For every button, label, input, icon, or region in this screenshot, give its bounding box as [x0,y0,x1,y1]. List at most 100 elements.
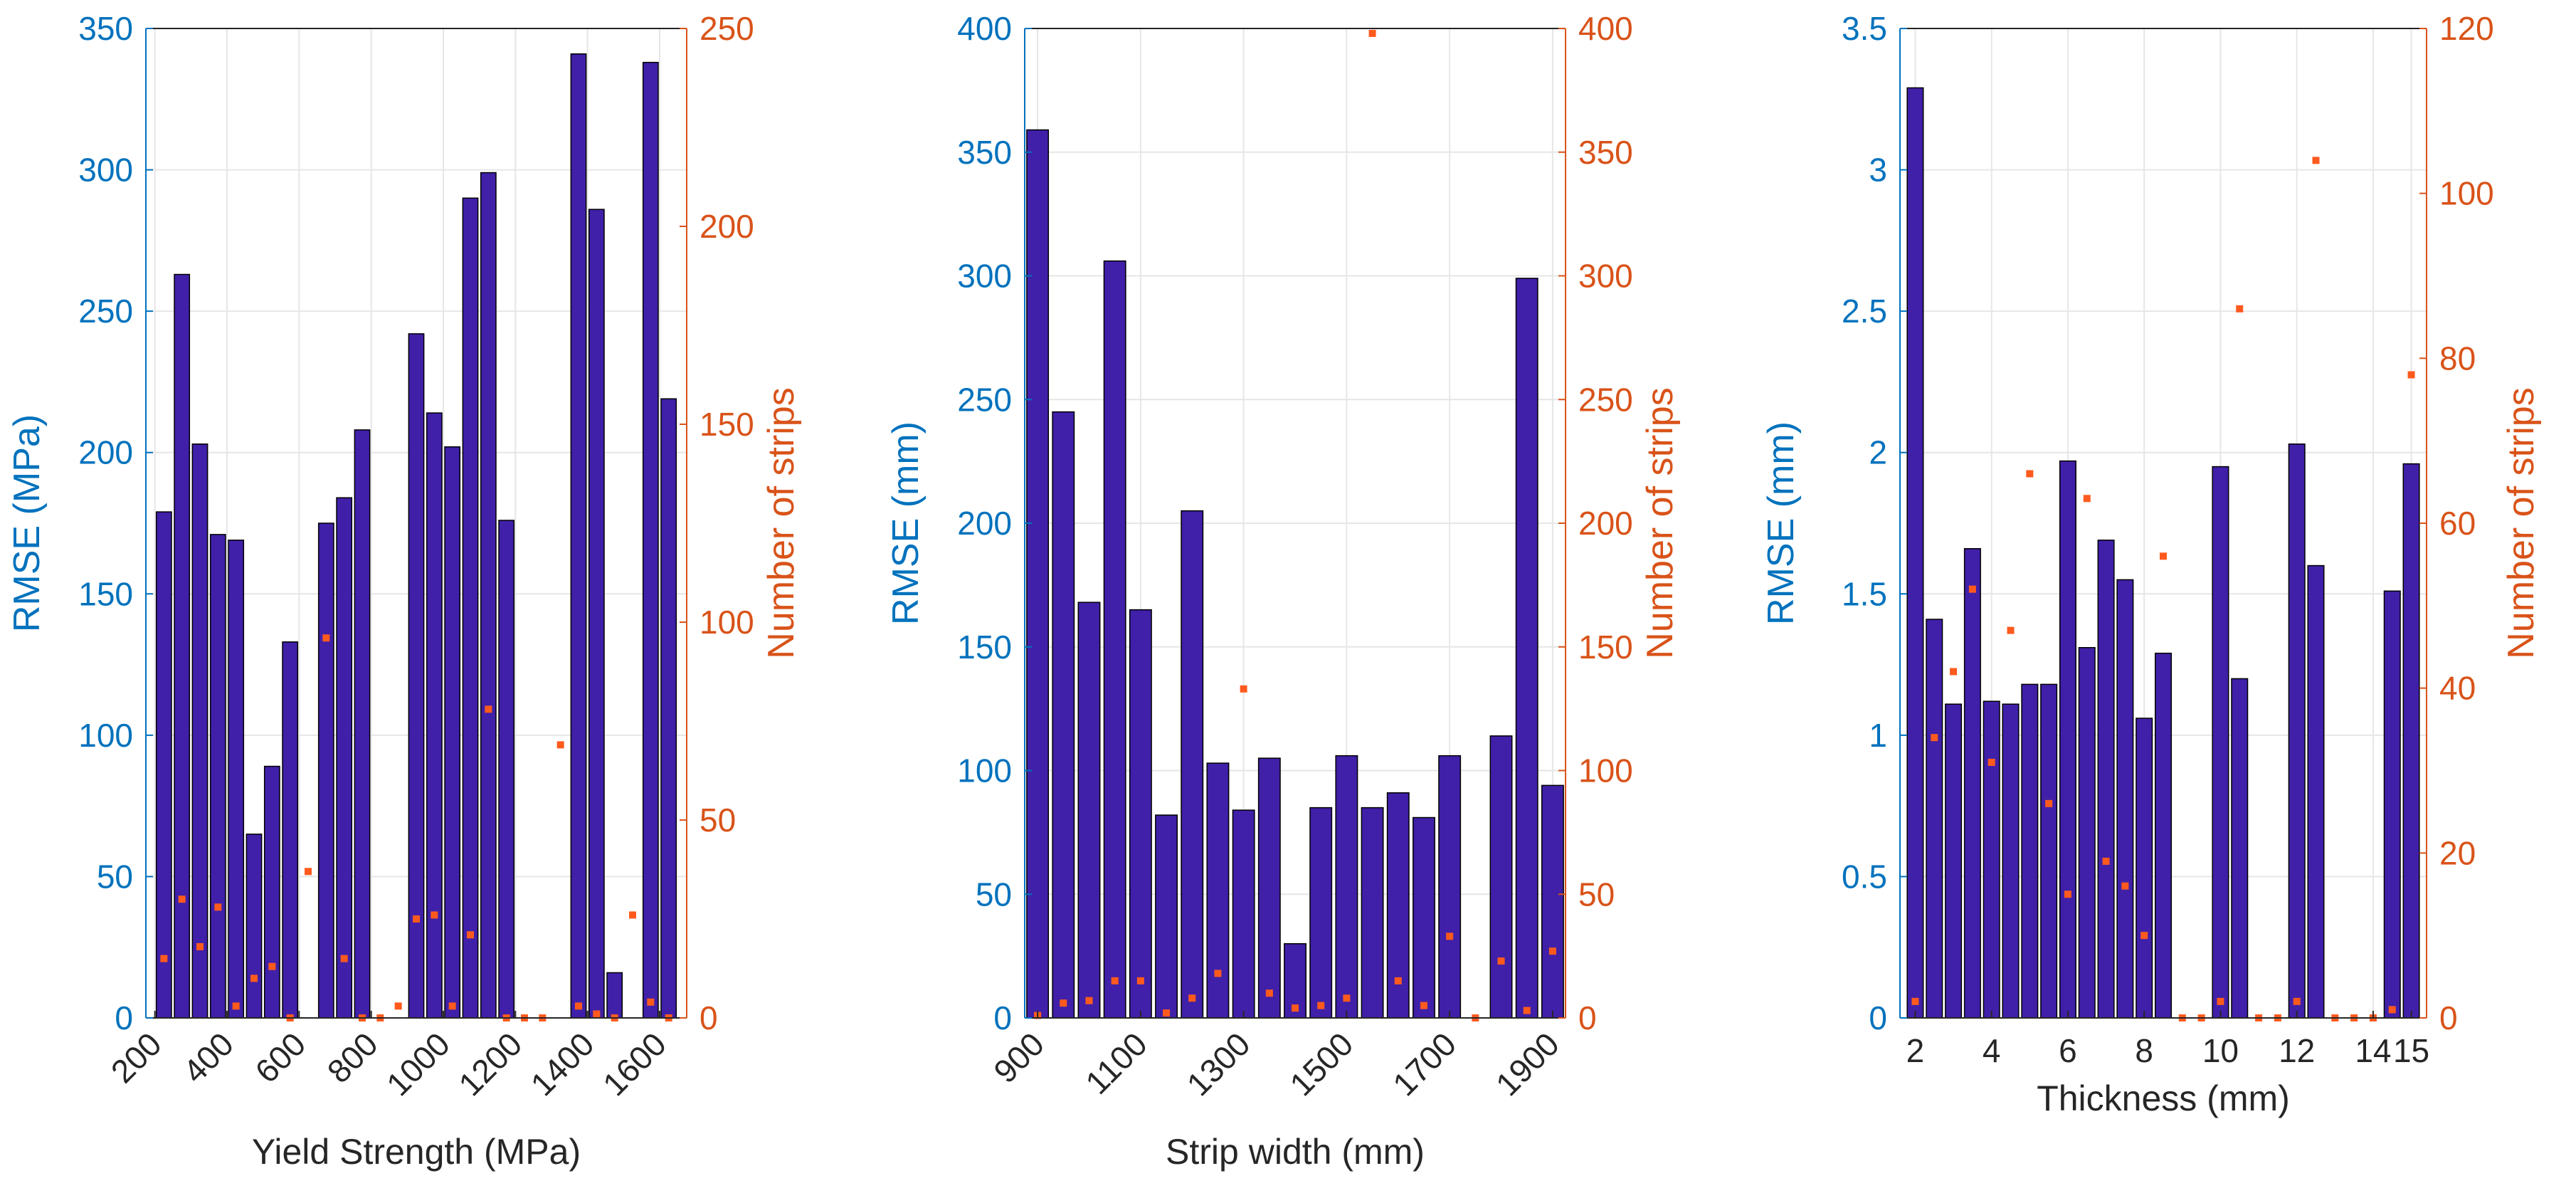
y-left-tick-label: 100 [957,752,1012,789]
bar [498,520,515,1019]
strip-count-point [485,705,492,713]
y-left-tick-label: 0 [1869,999,1887,1036]
bar [1515,278,1538,1019]
strip-count-point [2217,997,2224,1005]
y-right-tick-label: 0 [1578,999,1597,1036]
y-left-tick-label: 0 [115,999,133,1036]
strip-count-point [322,634,330,642]
y-left-tick-label: 250 [957,381,1012,418]
y-left-tick-label: 0.5 [1842,858,1887,895]
bar [570,53,587,1019]
bar [1103,260,1126,1019]
strip-count-point [1214,970,1222,977]
y-right-tick-label: 0 [2439,999,2458,1036]
y-right-axis-title: Number of strips [761,387,802,658]
bar [1309,807,1333,1019]
strip-count-point [2407,371,2415,379]
strip-count-point [1988,758,1995,766]
strip-count-point [250,975,258,982]
strip-count-point [2121,882,2129,890]
strip-count-point [1446,933,1454,940]
bar [1232,809,1255,1019]
strip-count-point [2007,626,2015,634]
bar [1438,755,1462,1019]
bar [2097,540,2115,1019]
x-tick-label: 1700 [1385,1025,1463,1103]
strip-count-point [1394,977,1402,984]
x-tick-label: 1400 [524,1025,601,1103]
strip-count-point [413,915,420,923]
y-right-tick-label: 40 [2439,670,2476,707]
y-right-tick-label: 150 [700,406,754,443]
bar [2154,652,2173,1019]
x-tick-label: 15 [2393,1032,2429,1069]
strip-count-point [1060,999,1067,1007]
y-left-tick-label: 50 [976,876,1012,913]
y-left-axis-title: RMSE (MPa) [6,414,48,632]
x-tick-label: 2 [1906,1032,1925,1069]
bar [1413,816,1435,1019]
bar [2212,466,2229,1019]
bar [1026,129,1050,1019]
y-right-tick-label: 50 [1578,876,1615,913]
strip-count-point [1420,1002,1427,1009]
bar [263,765,280,1019]
subplot-3: 0 0.5 1 1.5 2 2.5 3 3.5 0 20 40 60 80 100 120 2 4 6 8 10 12 1… [1761,10,2542,1118]
strip-count-point [1343,994,1351,1002]
bar [354,429,371,1019]
bar [1963,547,1981,1019]
bar [444,446,461,1019]
x-tick-label: 400 [176,1025,241,1090]
x-axis-title: Thickness (mm) [2037,1078,2290,1118]
strip-count-point [1950,668,1958,676]
x-tick-label: 1600 [596,1025,673,1103]
strip-count-point [1188,994,1196,1002]
strip-count-point [1265,989,1273,997]
bar [2231,678,2249,1019]
bar [660,398,677,1019]
x-tick-label: 800 [320,1025,385,1090]
strip-count-point [305,868,312,876]
strip-count-point [196,942,204,950]
y-right-tick-label: 120 [2439,10,2494,47]
y-right-tick-label: 150 [1578,629,1633,666]
y-right-tick-label: 80 [2439,340,2476,377]
y-right-tick-label: 400 [1578,10,1633,47]
strip-count-point [1292,1004,1299,1012]
bar [2078,646,2096,1019]
bar [1155,814,1178,1019]
bar [1983,700,2000,1019]
y-right-tick-label: 20 [2439,834,2476,871]
y-right-tick-label: 50 [700,802,736,839]
bar [336,497,353,1019]
strip-count-point [1136,977,1144,984]
x-tick-label: 1200 [451,1025,529,1103]
bar [2136,718,2153,1019]
bar [1077,602,1101,1019]
strip-count-point [2045,799,2053,807]
bar [282,641,299,1019]
strip-count-point [1317,1002,1325,1009]
y-left-tick-label: 350 [957,134,1012,171]
x-tick-label: 1300 [1180,1025,1257,1103]
strip-count-point [178,895,186,903]
y-right-tick-label: 0 [700,999,718,1036]
bar [209,534,226,1019]
bar [1335,755,1358,1019]
x-tick-label: 1500 [1282,1025,1360,1103]
y-left-tick-label: 300 [957,258,1012,295]
strip-count-point [556,741,564,749]
bar [191,443,208,1019]
strip-count-point [2388,1006,2396,1014]
bar [2116,579,2134,1019]
bar [1926,619,1943,1019]
y-right-tick-label: 100 [1578,752,1633,789]
bar [606,972,623,1019]
bar [426,412,443,1019]
x-tick-label: 10 [2202,1032,2239,1069]
y-right-tick-label: 100 [2439,175,2494,212]
bar [2002,703,2020,1019]
x-axis-title: Yield Strength (MPa) [252,1132,581,1172]
bar [2059,460,2076,1019]
strip-count-point [2140,932,2148,940]
